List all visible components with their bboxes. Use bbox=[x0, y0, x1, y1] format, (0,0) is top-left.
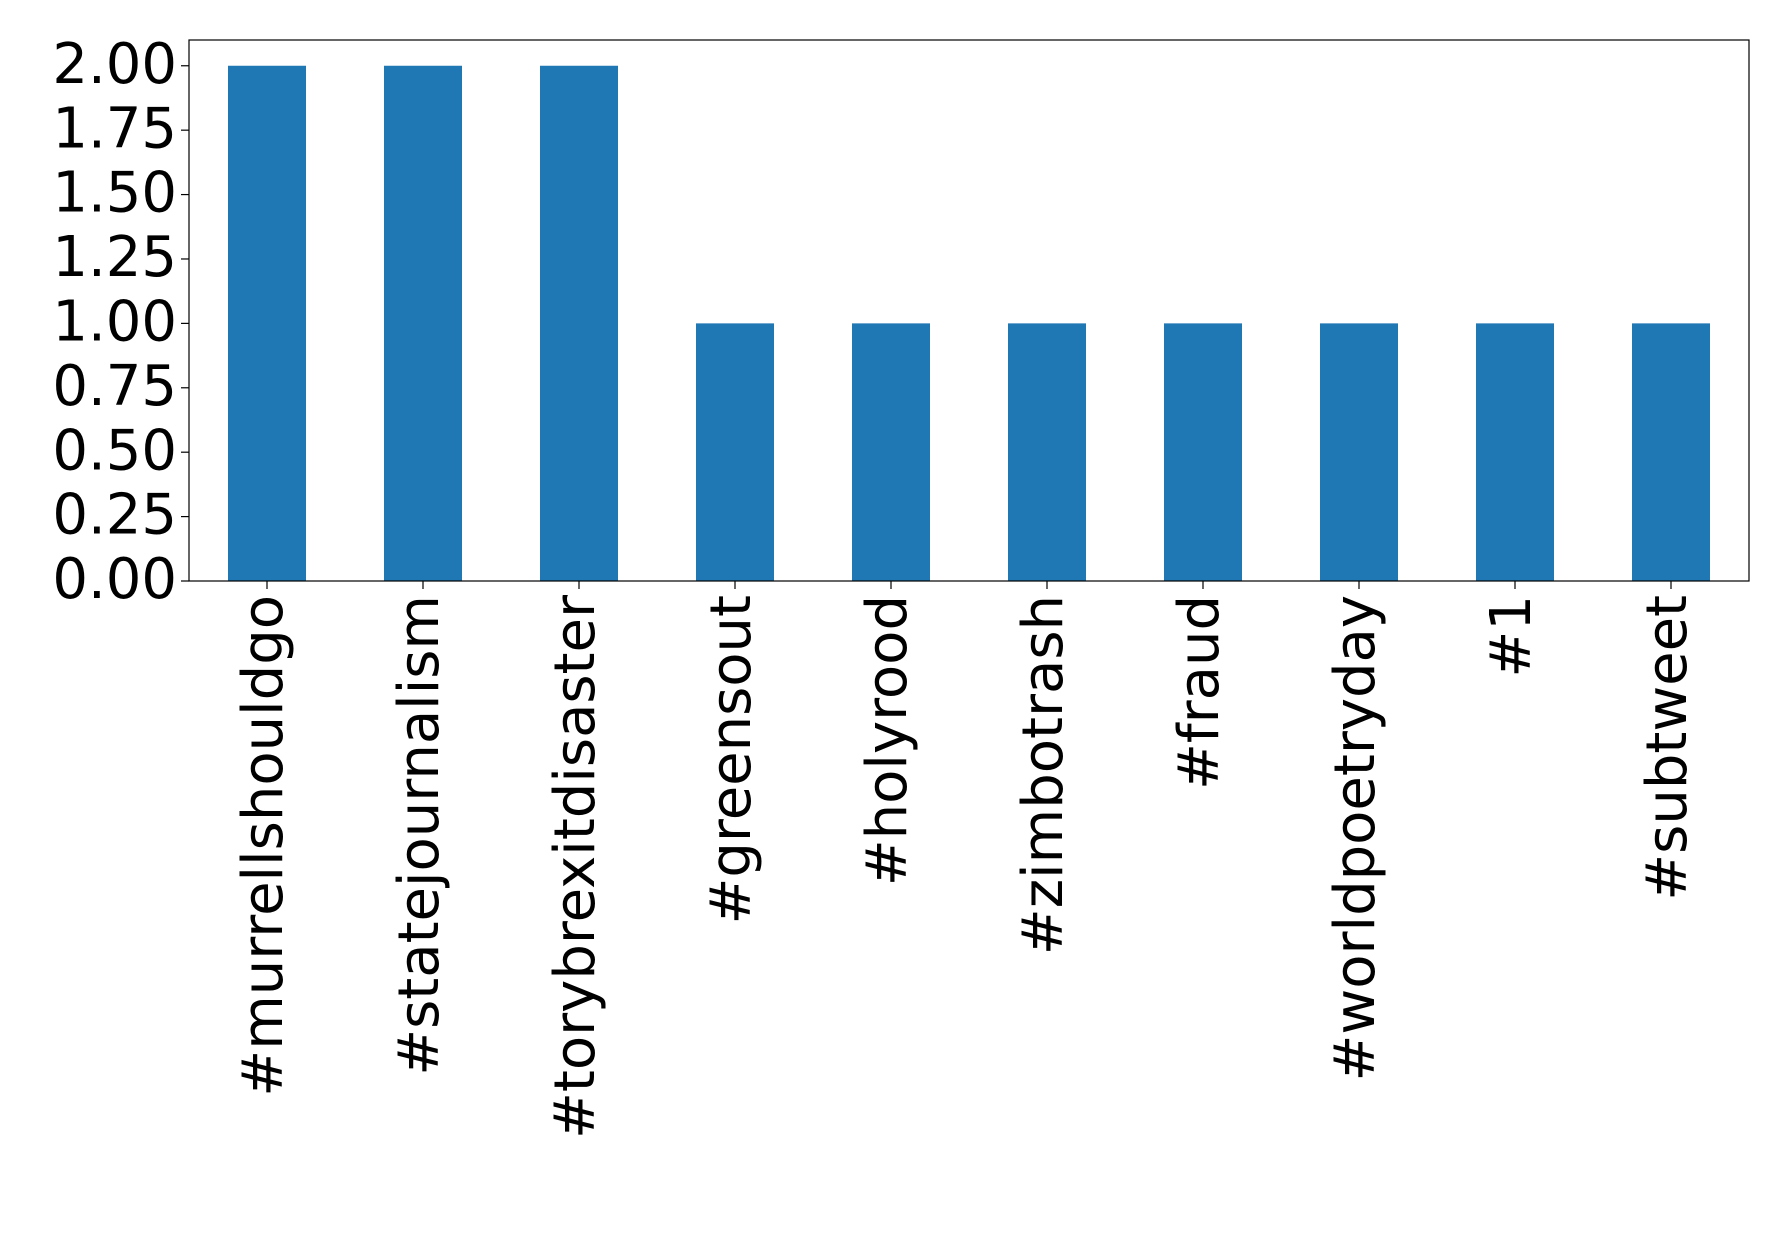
bar bbox=[852, 323, 930, 581]
bar bbox=[1008, 323, 1086, 581]
y-tick-label: 0.25 bbox=[52, 483, 177, 548]
plot-frame bbox=[188, 39, 1750, 582]
y-tick-label: 1.75 bbox=[52, 96, 177, 161]
bar bbox=[228, 65, 306, 581]
y-tick-label: 1.50 bbox=[52, 161, 177, 226]
bar bbox=[540, 65, 618, 581]
x-tick-label: #subtweet bbox=[1635, 595, 1700, 901]
x-tick-label: #1 bbox=[1479, 595, 1544, 678]
y-tick-label: 0.50 bbox=[52, 418, 177, 483]
y-tick-label: 0.75 bbox=[52, 354, 177, 419]
bar bbox=[1632, 323, 1710, 581]
x-tick-label: #torybrexitdisaster bbox=[543, 594, 608, 1139]
bar bbox=[696, 323, 774, 581]
y-tick-label: 2.00 bbox=[52, 32, 177, 97]
y-tick-label: 1.00 bbox=[52, 290, 177, 355]
bar bbox=[1320, 323, 1398, 581]
bar bbox=[1164, 323, 1242, 581]
bar bbox=[1476, 323, 1554, 581]
x-tick-label: #holyrood bbox=[855, 595, 920, 886]
x-tick-label: #worldpoetryday bbox=[1323, 595, 1388, 1082]
bar bbox=[384, 65, 462, 581]
x-tick-label: #statejournalism bbox=[387, 595, 452, 1076]
x-tick-label: #murrellshouldgo bbox=[231, 595, 296, 1097]
x-tick-label: #fraud bbox=[1167, 595, 1232, 790]
y-tick-label: 0.00 bbox=[52, 547, 177, 612]
x-tick-label: #zimbotrash bbox=[1011, 595, 1076, 955]
x-tick-label: #greensout bbox=[699, 595, 764, 925]
y-tick-label: 1.25 bbox=[52, 225, 177, 290]
